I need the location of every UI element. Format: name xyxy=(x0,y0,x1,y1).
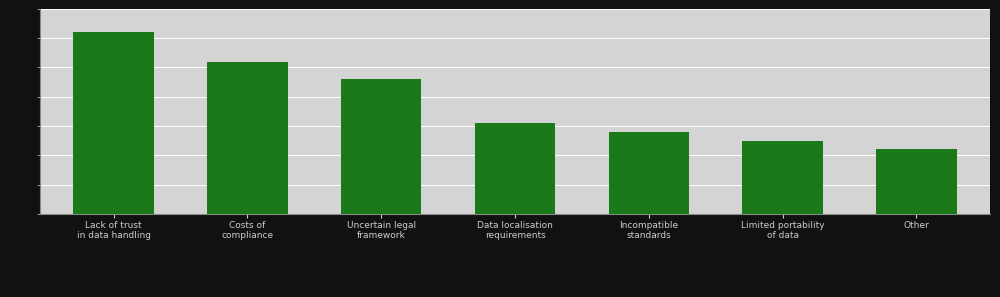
Bar xyxy=(73,32,154,214)
Bar xyxy=(742,141,823,214)
Bar xyxy=(475,123,555,214)
Bar xyxy=(341,79,421,214)
Bar xyxy=(609,132,689,214)
Bar xyxy=(876,149,957,214)
Bar xyxy=(207,61,288,214)
